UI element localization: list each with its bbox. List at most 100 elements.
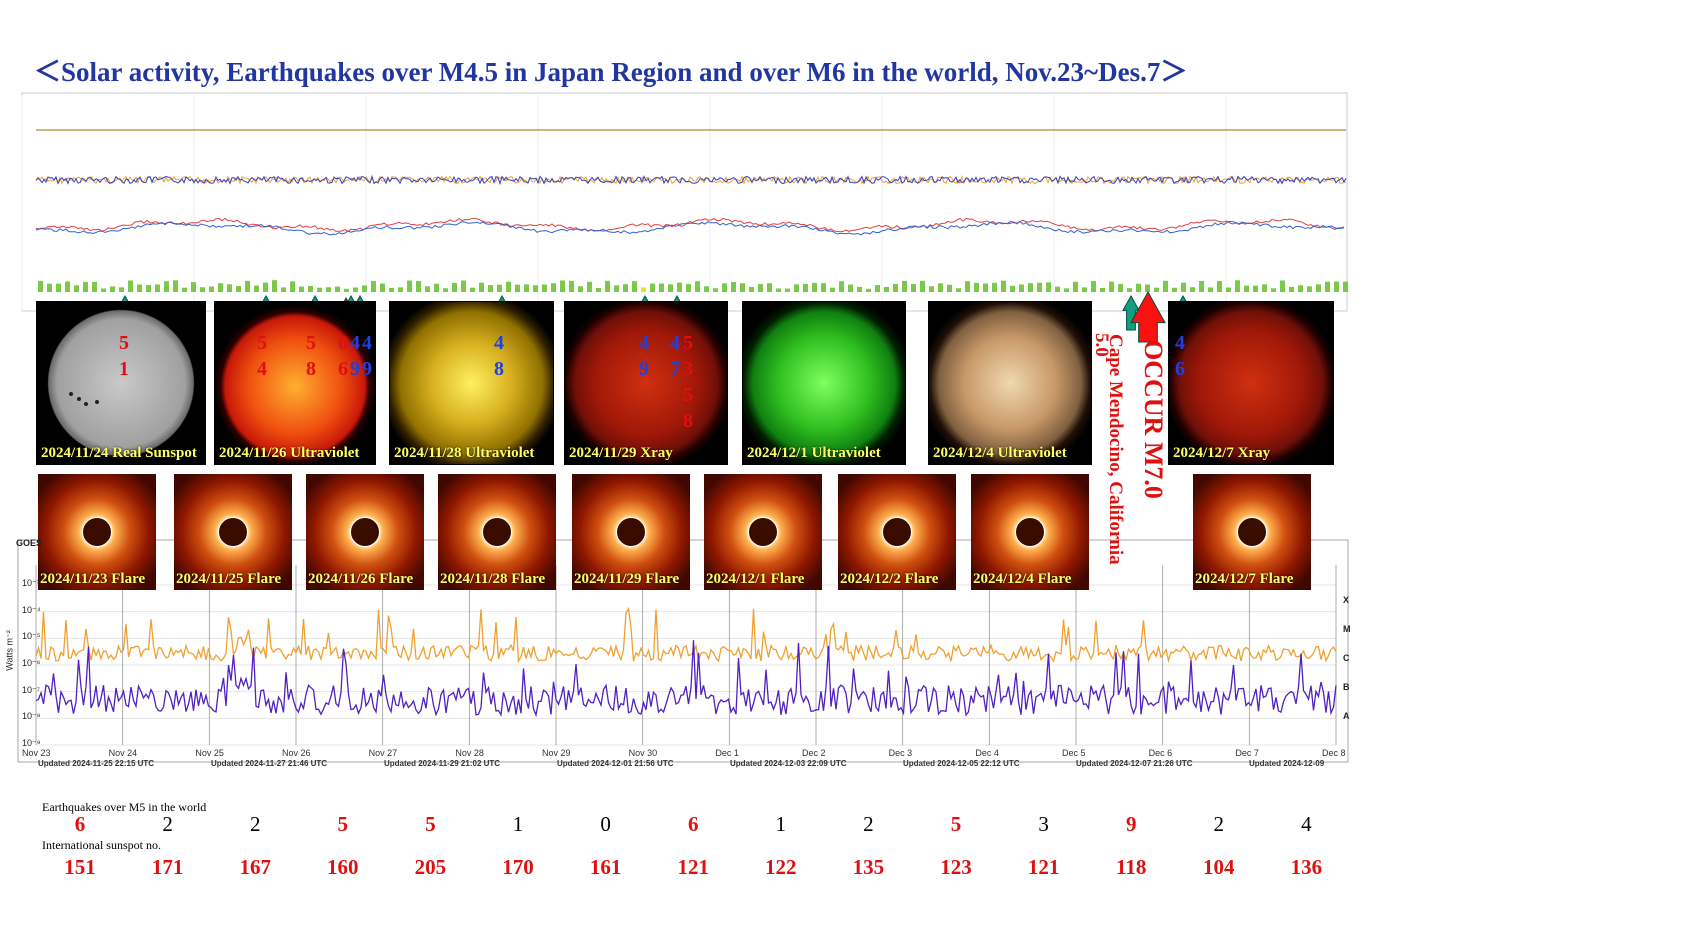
corona-caption: 2024/11/28 Flare <box>440 571 546 587</box>
kp-bar <box>1118 284 1123 292</box>
earthquake-magnitude: 6 <box>1175 358 1185 380</box>
kp-bar <box>1136 283 1141 292</box>
magnetometer-red <box>35 217 1345 233</box>
kp-bar <box>1082 287 1087 292</box>
kp-bar <box>353 287 358 292</box>
kp-bar <box>290 281 295 292</box>
kp-bar <box>110 286 115 292</box>
kp-bar <box>497 284 502 292</box>
flare-class-label: M <box>1343 624 1351 634</box>
kp-bar <box>542 284 547 292</box>
kp-bar <box>614 285 619 292</box>
x-tick-label: Dec 7 <box>1235 748 1259 758</box>
kp-bar <box>1181 282 1186 292</box>
kp-bar <box>1334 281 1339 292</box>
kp-bar <box>1253 285 1258 292</box>
y-tick-label: 10⁻³ <box>22 578 40 588</box>
kp-bar <box>317 287 322 292</box>
earthquake-count: 0 <box>600 812 611 836</box>
earthquake-count: 2 <box>863 812 874 836</box>
sun-image: 2024/12/4 Ultraviolet <box>928 301 1092 465</box>
kp-bar <box>479 282 484 292</box>
sunspot-number: 167 <box>239 855 271 879</box>
kp-bar <box>1073 281 1078 292</box>
kp-bar <box>605 280 610 292</box>
earthquake-count: 2 <box>249 812 261 836</box>
flare-class-label: X <box>1343 595 1350 605</box>
updated-timestamp: Updated 2024-11-27 21:46 UTC <box>211 759 328 768</box>
kp-bar <box>326 287 331 292</box>
kp-bar <box>227 284 232 292</box>
earthquake-magnitude: 4 <box>494 332 504 354</box>
flare-class-label: B <box>1343 682 1350 692</box>
kp-bar <box>1109 281 1114 292</box>
kp-bar <box>713 288 718 292</box>
corona-image: 2024/11/29 Flare <box>572 474 690 590</box>
magnetometer-blue <box>35 220 1345 236</box>
updated-timestamp: Updated 2024-12-09 <box>1249 759 1325 768</box>
x-tick-label: Dec 3 <box>888 748 913 758</box>
earthquake-count: 2 <box>162 812 173 836</box>
corona-caption: 2024/12/7 Flare <box>1195 571 1294 587</box>
m7-occur-arrow <box>1130 290 1166 343</box>
kp-bar <box>200 287 205 292</box>
kp-bar <box>398 287 403 292</box>
earthquake-count: 3 <box>1038 812 1049 836</box>
x-tick-label: Nov 25 <box>195 748 224 758</box>
kp-bar <box>632 281 637 292</box>
corona-image: 2024/12/2 Flare <box>838 474 956 590</box>
kp-bar <box>1190 287 1195 292</box>
sun-image-caption: 2024/11/29 Xray <box>569 445 673 461</box>
kp-bar <box>452 282 457 292</box>
kp-bar <box>1100 287 1105 292</box>
kp-bar <box>875 285 880 292</box>
kp-bar <box>920 280 925 292</box>
kp-bar <box>947 284 952 292</box>
sun-image: 2024/11/26 Ultraviolet <box>214 301 376 465</box>
kp-bar <box>587 281 592 292</box>
x-tick-label: Nov 24 <box>108 748 138 758</box>
kp-bar <box>263 282 268 292</box>
sun-image: 2024/12/1 Ultraviolet <box>742 301 906 465</box>
sun-image: 2024/11/24 Real Sunspot <box>36 301 206 465</box>
occulter-disk <box>882 517 912 547</box>
kp-bar <box>1280 280 1285 292</box>
kp-bar <box>1343 281 1348 292</box>
kp-bar <box>119 287 124 292</box>
kp-bar <box>569 280 574 292</box>
cape-mendocino-label: Cape Mendocino, California <box>1105 334 1126 565</box>
sun-image-caption: 2024/12/7 Xray <box>1173 445 1271 461</box>
kp-bar <box>506 281 511 292</box>
kp-bar <box>812 282 817 292</box>
kp-bar <box>47 283 52 292</box>
earthquake-count: 4 <box>1301 812 1312 836</box>
xray-short-series <box>35 640 1337 718</box>
sunspot-number: 118 <box>1116 855 1147 879</box>
earthquake-count: 1 <box>775 812 787 836</box>
kp-bar <box>1226 287 1231 292</box>
corona-caption: 2024/12/4 Flare <box>973 571 1072 587</box>
kp-bar <box>821 283 826 292</box>
kp-bar <box>371 280 376 292</box>
earthquake-count: 6 <box>74 812 86 836</box>
sun-image-caption: 2024/11/24 Real Sunspot <box>41 445 197 461</box>
y-tick-label: 10⁻⁵ <box>22 631 41 642</box>
kp-bar <box>1217 281 1222 292</box>
kp-bar <box>191 282 196 292</box>
kp-bar <box>974 282 979 292</box>
kp-bar <box>1019 284 1024 292</box>
kp-bar <box>1010 285 1015 292</box>
kp-bar <box>128 280 133 292</box>
kp-bar <box>533 285 538 292</box>
sunspot-number: 170 <box>502 855 534 879</box>
kp-bar <box>83 281 88 292</box>
kp-bar <box>461 280 466 292</box>
earthquake-count: 9 <box>1125 812 1137 836</box>
occulter-disk <box>1015 517 1045 547</box>
corona-image: 2024/11/28 Flare <box>438 474 556 590</box>
kp-bar <box>902 280 907 292</box>
kp-bar <box>731 282 736 292</box>
kp-bar <box>281 287 286 292</box>
occulter-disk <box>82 517 112 547</box>
x-tick-label: Nov 29 <box>542 748 571 758</box>
